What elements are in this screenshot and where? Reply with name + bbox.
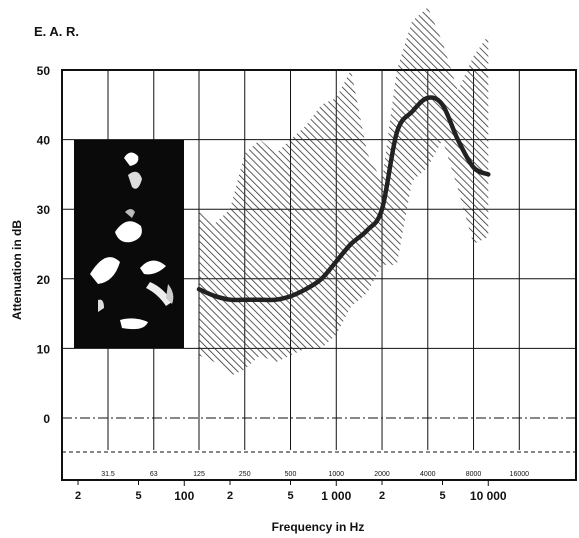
y-tick-label: 10 xyxy=(37,342,51,356)
y-tick-label: 20 xyxy=(37,273,51,287)
x-minor-label: 2 xyxy=(379,490,385,502)
y-tick-label: 50 xyxy=(37,64,51,78)
x-band-label: 2000 xyxy=(374,471,390,478)
x-major-label: 10 000 xyxy=(470,489,507,503)
x-band-label: 250 xyxy=(239,471,251,478)
x-band-label: 125 xyxy=(193,471,205,478)
mean-attenuation-line xyxy=(196,95,491,303)
x-axis-ticks: 31.5 63 125 250 500 1000 2000 4000 8000 16000 2 5 2 5… xyxy=(75,471,529,503)
earplug-photo xyxy=(74,140,184,348)
x-band-label: 31.5 xyxy=(101,471,115,478)
y-tick-label: 30 xyxy=(37,203,51,217)
x-major-label: 1 000 xyxy=(321,489,351,503)
x-minor-label: 2 xyxy=(75,490,81,502)
x-band-label: 4000 xyxy=(420,471,436,478)
x-minor-label: 5 xyxy=(439,490,445,502)
x-major-label: 100 xyxy=(174,489,194,503)
x-band-label: 8000 xyxy=(466,471,482,478)
attenuation-range-band xyxy=(199,7,489,377)
plot-frame xyxy=(61,69,577,481)
y-axis-label: Attenuation in dB xyxy=(10,220,24,320)
range-band-layer xyxy=(199,7,489,377)
x-minor-label: 5 xyxy=(287,490,293,502)
y-axis-ticks: 50 40 30 20 10 0 xyxy=(37,64,51,426)
series-layer xyxy=(196,95,491,303)
y-tick-label: 0 xyxy=(43,412,50,426)
x-minor-label: 5 xyxy=(135,490,141,502)
x-minor-label: 2 xyxy=(227,490,233,502)
x-band-label: 16000 xyxy=(510,471,530,478)
x-axis-label: Frequency in Hz xyxy=(272,520,365,534)
x-band-label: 500 xyxy=(285,471,297,478)
chart-title: E. A. R. xyxy=(34,24,79,39)
x-band-label: 63 xyxy=(150,471,158,478)
x-band-label: 1000 xyxy=(328,471,344,478)
y-tick-label: 40 xyxy=(37,134,51,148)
